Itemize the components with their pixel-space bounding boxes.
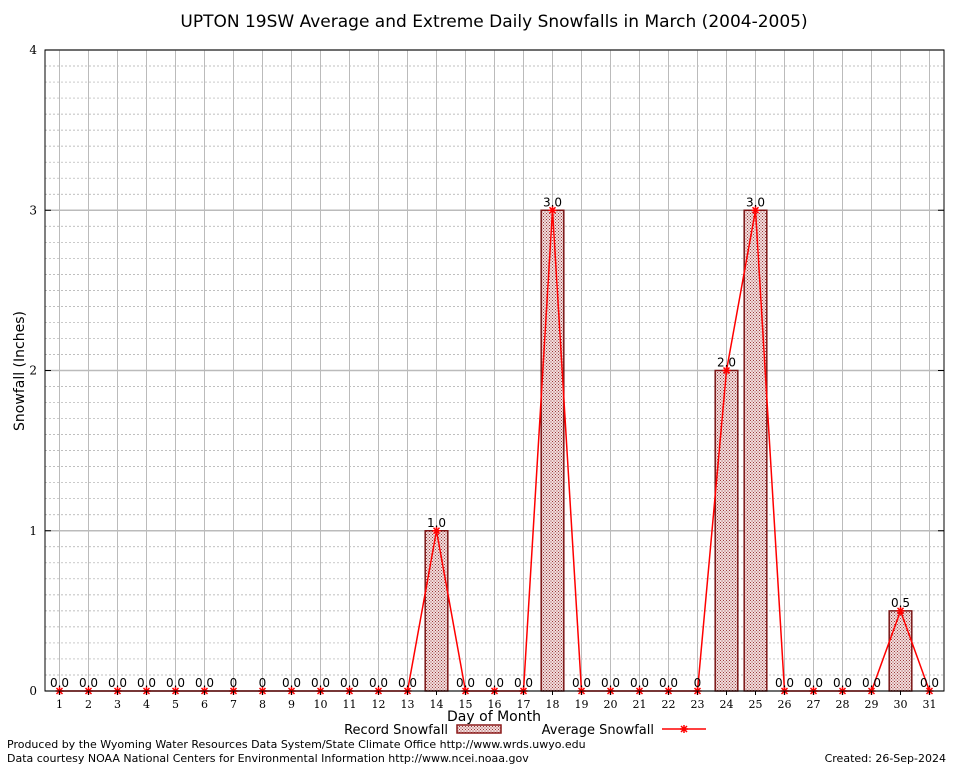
value-label-day-25: 3.0 [746,195,765,209]
value-label-day-13: 0.0 [398,676,417,690]
value-label-day-5: 0.0 [166,676,185,690]
x-tick-label-6: 6 [201,698,208,711]
created-date: Created: 26-Sep-2024 [824,752,946,765]
value-label-day-1: 0.0 [50,676,69,690]
x-tick-label-11: 11 [343,698,357,711]
value-label-day-26: 0.0 [775,676,794,690]
value-label-day-10: 0.0 [311,676,330,690]
value-label-day-6: 0.0 [195,676,214,690]
x-tick-label-20: 20 [604,698,618,711]
y-axis-label: Snowfall (Inches) [12,311,28,431]
y-tick-label-2: 2 [29,364,37,378]
value-label-day-8: 0 [259,676,267,690]
value-labels-layer: 0.0 0.0 0.0 0.0 0.0 0.0 0 0 0.0 0.0 0.0 0.0 0.0 1.0 0.… [50,195,939,690]
value-label-day-11: 0.0 [340,676,359,690]
x-tick-label-3: 3 [114,698,121,711]
x-axis-label: Day of Month [447,709,541,725]
x-tick-label-31: 31 [923,698,937,711]
legend-record-label: Record Snowfall [344,723,448,738]
value-label-day-21: 0.0 [630,676,649,690]
value-label-day-14: 1.0 [427,516,446,530]
value-label-day-7: 0 [230,676,238,690]
x-tick-label-2: 2 [85,698,92,711]
record-bar-day-30 [888,610,913,692]
x-tick-label-25: 25 [749,698,763,711]
value-label-day-3: 0.0 [108,676,127,690]
record-bar-day-18 [540,209,565,692]
value-label-day-29: 0.0 [862,676,881,690]
credit-line-2: Data courtesy NOAA National Centers for … [7,752,529,765]
value-label-day-31: 0.0 [920,676,939,690]
x-tick-label-9: 9 [288,698,295,711]
value-label-day-9: 0.0 [282,676,301,690]
x-tick-label-23: 23 [691,698,705,711]
y-tick-label-3: 3 [29,203,37,217]
value-label-day-2: 0.0 [79,676,98,690]
value-label-day-4: 0.0 [137,676,156,690]
average-point-day-14 [432,526,441,535]
value-label-day-30: 0.5 [891,596,910,610]
grid-layer [45,49,944,692]
record-bar-day-14 [424,530,449,692]
x-tick-label-30: 30 [894,698,908,711]
average-point-day-25 [751,206,760,215]
x-tick-label-1: 1 [56,698,63,711]
average-point-day-18 [548,206,557,215]
value-label-day-12: 0.0 [369,676,388,690]
y-tick-label-1: 1 [29,524,37,538]
x-tick-label-8: 8 [259,698,266,711]
x-tick-label-16: 16 [488,698,502,711]
x-tick-label-14: 14 [430,698,444,711]
x-tick-label-21: 21 [633,698,647,711]
x-tick-label-26: 26 [778,698,792,711]
value-label-day-19: 0.0 [572,676,591,690]
x-tick-label-5: 5 [172,698,179,711]
x-tick-label-22: 22 [662,698,676,711]
x-tick-label-27: 27 [807,698,821,711]
average-point-day-30 [896,606,905,615]
x-tick-label-24: 24 [720,698,734,711]
chart-title: UPTON 19SW Average and Extreme Daily Sno… [180,12,807,32]
value-label-day-22: 0.0 [659,676,678,690]
average-point-day-24 [722,366,731,375]
x-tick-label-18: 18 [546,698,560,711]
value-label-day-20: 0.0 [601,676,620,690]
legend-record-swatch [456,724,502,734]
value-label-day-18: 3.0 [543,195,562,209]
value-label-day-27: 0.0 [804,676,823,690]
value-label-day-15: 0.0 [456,676,475,690]
record-bar-day-25 [743,209,768,692]
legend-average-label: Average Snowfall [542,723,654,738]
value-label-day-23: 0 [694,676,702,690]
value-label-day-28: 0.0 [833,676,852,690]
x-tick-label-19: 19 [575,698,589,711]
value-label-day-16: 0.0 [485,676,504,690]
x-tick-label-15: 15 [459,698,473,711]
y-tick-label-0: 0 [29,684,37,698]
x-tick-label-28: 28 [836,698,850,711]
x-tick-label-10: 10 [314,698,328,711]
credit-line-1: Produced by the Wyoming Water Resources … [7,738,586,751]
value-label-day-17: 0.0 [514,676,533,690]
x-tick-label-4: 4 [143,698,150,711]
x-tick-label-29: 29 [865,698,879,711]
legend-average-marker [680,725,688,733]
y-tick-label-4: 4 [29,43,37,57]
record-bar-day-24 [714,369,739,692]
value-label-day-24: 2.0 [717,356,736,370]
x-tick-label-12: 12 [372,698,386,711]
x-tick-label-13: 13 [401,698,415,711]
x-tick-label-17: 17 [517,698,531,711]
x-tick-label-7: 7 [230,698,237,711]
legend: Record Snowfall Average Snowfall [344,723,706,738]
